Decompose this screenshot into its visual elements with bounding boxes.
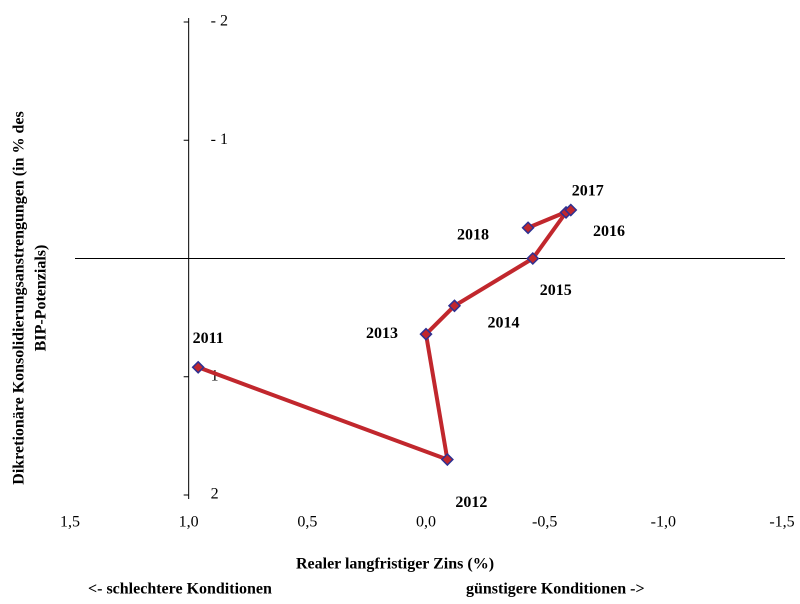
data-point (564, 203, 578, 217)
x-tick-label: -1,0 (651, 514, 676, 531)
x-tick-label: 0,5 (297, 514, 317, 531)
y-tick-label: - 1 (211, 131, 228, 148)
point-label: 2016 (593, 223, 625, 240)
data-point (191, 360, 205, 374)
x-tick-label: 1,5 (60, 514, 80, 531)
x-tick-label: -1,5 (769, 514, 794, 531)
annotation: <- schlechtere Konditionen (88, 581, 272, 598)
point-label: 2014 (487, 314, 519, 331)
annotation: günstigere Konditionen -> (466, 581, 645, 598)
data-point (440, 452, 454, 467)
y-tick-label: 1 (211, 367, 219, 384)
x-tick-label: -0,5 (532, 514, 557, 531)
data-point (521, 221, 535, 235)
data-point (419, 327, 433, 341)
x-tick-label: 0,0 (416, 514, 436, 531)
point-label: 2015 (540, 282, 572, 299)
point-label: 2017 (572, 183, 604, 200)
data-point (526, 251, 540, 266)
point-label: 2011 (193, 330, 224, 347)
data-point (447, 299, 462, 313)
y-axis-label: BIP-Potenzials) (33, 245, 50, 352)
point-label: 2013 (366, 325, 398, 342)
point-label: 2018 (457, 226, 489, 243)
point-label: 2012 (455, 494, 487, 511)
y-axis-label: Dikretionäre Konsolidierungsanstrengunge… (11, 111, 28, 484)
y-tick-label: 2 (211, 486, 219, 503)
x-tick-label: 1,0 (179, 514, 199, 531)
y-tick-label: - 2 (211, 13, 228, 30)
x-axis-label: Realer langfristiger Zins (%) (296, 556, 494, 573)
